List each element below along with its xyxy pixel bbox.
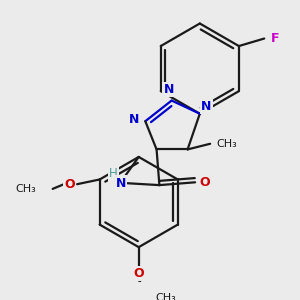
- Text: N: N: [164, 83, 174, 96]
- Text: CH₃: CH₃: [217, 139, 237, 149]
- Text: CH₃: CH₃: [15, 184, 36, 194]
- Text: O: O: [199, 176, 210, 189]
- Text: N: N: [201, 100, 212, 113]
- Text: N: N: [116, 177, 126, 190]
- Text: O: O: [134, 267, 144, 280]
- Text: N: N: [129, 113, 139, 126]
- Text: H: H: [109, 167, 118, 180]
- Text: O: O: [64, 178, 75, 191]
- Text: CH₃: CH₃: [156, 293, 176, 300]
- Text: F: F: [271, 32, 280, 45]
